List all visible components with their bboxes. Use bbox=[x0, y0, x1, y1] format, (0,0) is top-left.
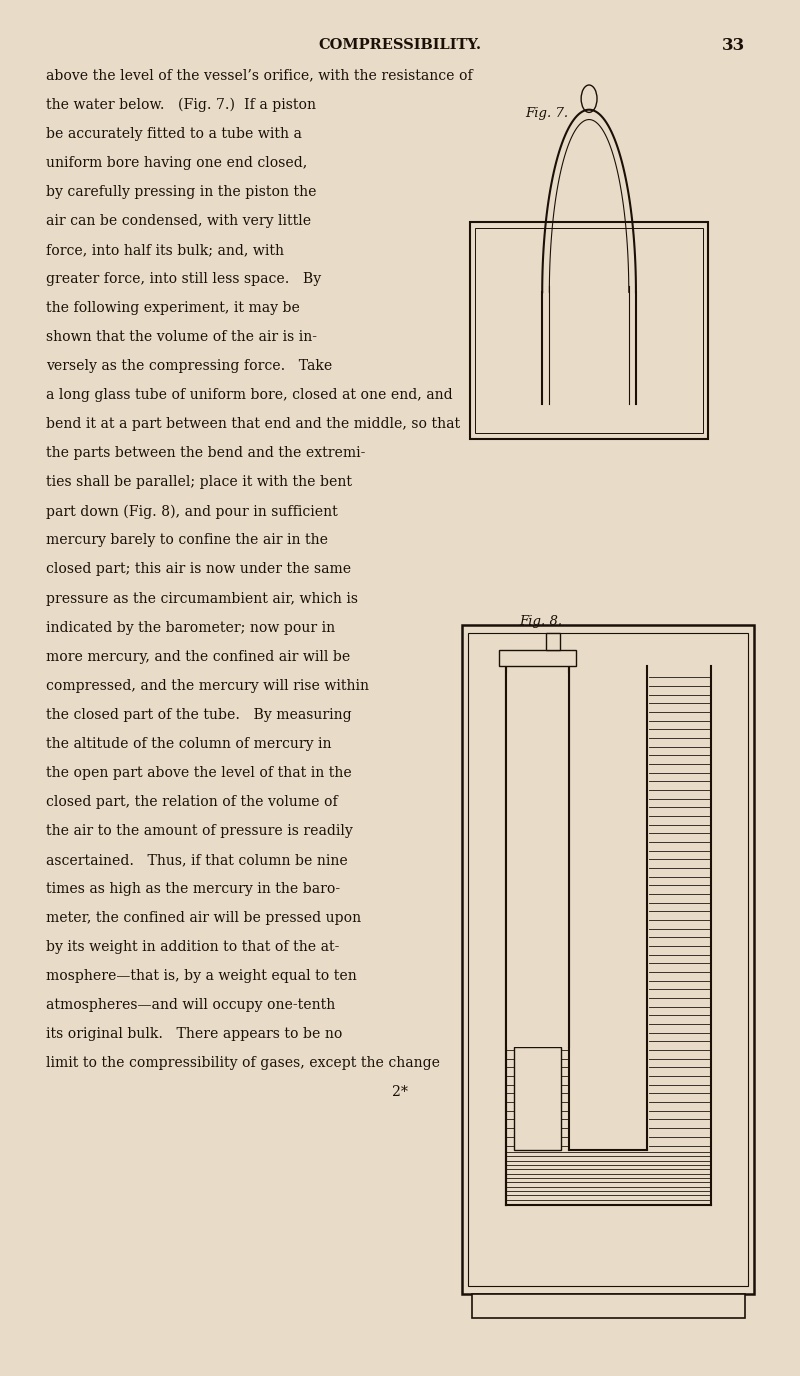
Text: indicated by the barometer; now pour in: indicated by the barometer; now pour in bbox=[46, 621, 335, 634]
Text: its original bulk.   There appears to be no: its original bulk. There appears to be n… bbox=[46, 1028, 343, 1042]
Bar bbox=[462, 625, 754, 1293]
Bar bbox=[498, 649, 576, 666]
Bar bbox=[470, 222, 708, 439]
Text: the open part above the level of that in the: the open part above the level of that in… bbox=[46, 766, 352, 780]
Text: air can be condensed, with very little: air can be condensed, with very little bbox=[46, 213, 311, 228]
Text: by carefully pressing in the piston the: by carefully pressing in the piston the bbox=[46, 184, 317, 198]
Text: the air to the amount of pressure is readily: the air to the amount of pressure is rea… bbox=[46, 824, 354, 838]
Bar bbox=[468, 633, 748, 1285]
Text: atmospheres—and will occupy one-tenth: atmospheres—and will occupy one-tenth bbox=[46, 998, 336, 1013]
Text: mosphere—that is, by a weight equal to ten: mosphere—that is, by a weight equal to t… bbox=[46, 969, 358, 984]
Text: bend it at a part between that end and the middle, so that: bend it at a part between that end and t… bbox=[46, 417, 461, 431]
Text: 33: 33 bbox=[722, 37, 746, 54]
Bar bbox=[546, 633, 561, 649]
Text: Fig. 7.: Fig. 7. bbox=[526, 107, 569, 120]
Text: the altitude of the column of mercury in: the altitude of the column of mercury in bbox=[46, 736, 332, 751]
Text: above the level of the vessel’s orifice, with the resistance of: above the level of the vessel’s orifice,… bbox=[46, 69, 474, 83]
Text: be accurately fitted to a tube with a: be accurately fitted to a tube with a bbox=[46, 127, 302, 140]
Text: the parts between the bend and the extremi-: the parts between the bend and the extre… bbox=[46, 446, 366, 460]
Text: greater force, into still less space.   By: greater force, into still less space. By bbox=[46, 272, 322, 286]
Text: compressed, and the mercury will rise within: compressed, and the mercury will rise wi… bbox=[46, 678, 370, 692]
Text: meter, the confined air will be pressed upon: meter, the confined air will be pressed … bbox=[46, 911, 362, 925]
Text: ascertained.   Thus, if that column be nine: ascertained. Thus, if that column be nin… bbox=[46, 853, 348, 867]
Text: the closed part of the tube.   By measuring: the closed part of the tube. By measurin… bbox=[46, 707, 352, 722]
Text: limit to the compressibility of gases, except the change: limit to the compressibility of gases, e… bbox=[46, 1057, 441, 1071]
Text: part down (Fig. 8), and pour in sufficient: part down (Fig. 8), and pour in sufficie… bbox=[46, 505, 338, 519]
Bar bbox=[474, 227, 703, 433]
Bar bbox=[507, 673, 568, 1047]
Text: more mercury, and the confined air will be: more mercury, and the confined air will … bbox=[46, 649, 350, 663]
Text: by its weight in addition to that of the at-: by its weight in addition to that of the… bbox=[46, 940, 340, 954]
Text: uniform bore having one end closed,: uniform bore having one end closed, bbox=[46, 155, 308, 169]
Text: force, into half its bulk; and, with: force, into half its bulk; and, with bbox=[46, 244, 285, 257]
Bar bbox=[514, 1047, 562, 1150]
Text: the following experiment, it may be: the following experiment, it may be bbox=[46, 301, 300, 315]
Text: times as high as the mercury in the baro-: times as high as the mercury in the baro… bbox=[46, 882, 341, 896]
Text: a long glass tube of uniform bore, closed at one end, and: a long glass tube of uniform bore, close… bbox=[46, 388, 453, 402]
Text: versely as the compressing force.   Take: versely as the compressing force. Take bbox=[46, 359, 333, 373]
Text: mercury barely to confine the air in the: mercury barely to confine the air in the bbox=[46, 534, 329, 548]
Text: COMPRESSIBILITY.: COMPRESSIBILITY. bbox=[318, 39, 482, 52]
Text: shown that the volume of the air is in-: shown that the volume of the air is in- bbox=[46, 330, 318, 344]
Text: closed part, the relation of the volume of: closed part, the relation of the volume … bbox=[46, 795, 338, 809]
Text: the water below.   (Fig. 7.)  If a piston: the water below. (Fig. 7.) If a piston bbox=[46, 98, 317, 111]
Text: 2*: 2* bbox=[392, 1086, 408, 1099]
Bar bbox=[471, 1293, 745, 1318]
Text: pressure as the circumambient air, which is: pressure as the circumambient air, which… bbox=[46, 592, 358, 605]
Text: ties shall be parallel; place it with the bent: ties shall be parallel; place it with th… bbox=[46, 475, 353, 490]
Text: Fig. 8.: Fig. 8. bbox=[519, 615, 562, 629]
Text: closed part; this air is now under the same: closed part; this air is now under the s… bbox=[46, 563, 351, 577]
